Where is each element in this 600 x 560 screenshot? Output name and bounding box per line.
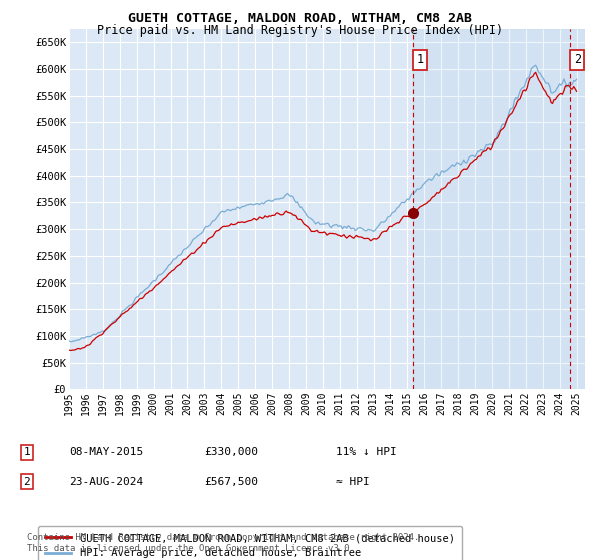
Text: £330,000: £330,000 — [204, 447, 258, 458]
Text: GUETH COTTAGE, MALDON ROAD, WITHAM, CM8 2AB: GUETH COTTAGE, MALDON ROAD, WITHAM, CM8 … — [128, 12, 472, 25]
Text: Price paid vs. HM Land Registry's House Price Index (HPI): Price paid vs. HM Land Registry's House … — [97, 24, 503, 36]
Text: 2: 2 — [574, 53, 581, 66]
Text: 1: 1 — [23, 447, 31, 458]
Text: Contains HM Land Registry data © Crown copyright and database right 2024.
This d: Contains HM Land Registry data © Crown c… — [27, 533, 419, 553]
Text: ≈ HPI: ≈ HPI — [336, 477, 370, 487]
Text: 1: 1 — [416, 53, 424, 66]
Text: 2: 2 — [23, 477, 31, 487]
Text: 23-AUG-2024: 23-AUG-2024 — [69, 477, 143, 487]
Bar — [413, 29, 585, 389]
Legend: GUETH COTTAGE, MALDON ROAD, WITHAM, CM8 2AB (detached house), HPI: Average price: GUETH COTTAGE, MALDON ROAD, WITHAM, CM8 … — [38, 526, 462, 560]
Text: 08-MAY-2015: 08-MAY-2015 — [69, 447, 143, 458]
Text: 11% ↓ HPI: 11% ↓ HPI — [336, 447, 397, 458]
Text: £567,500: £567,500 — [204, 477, 258, 487]
